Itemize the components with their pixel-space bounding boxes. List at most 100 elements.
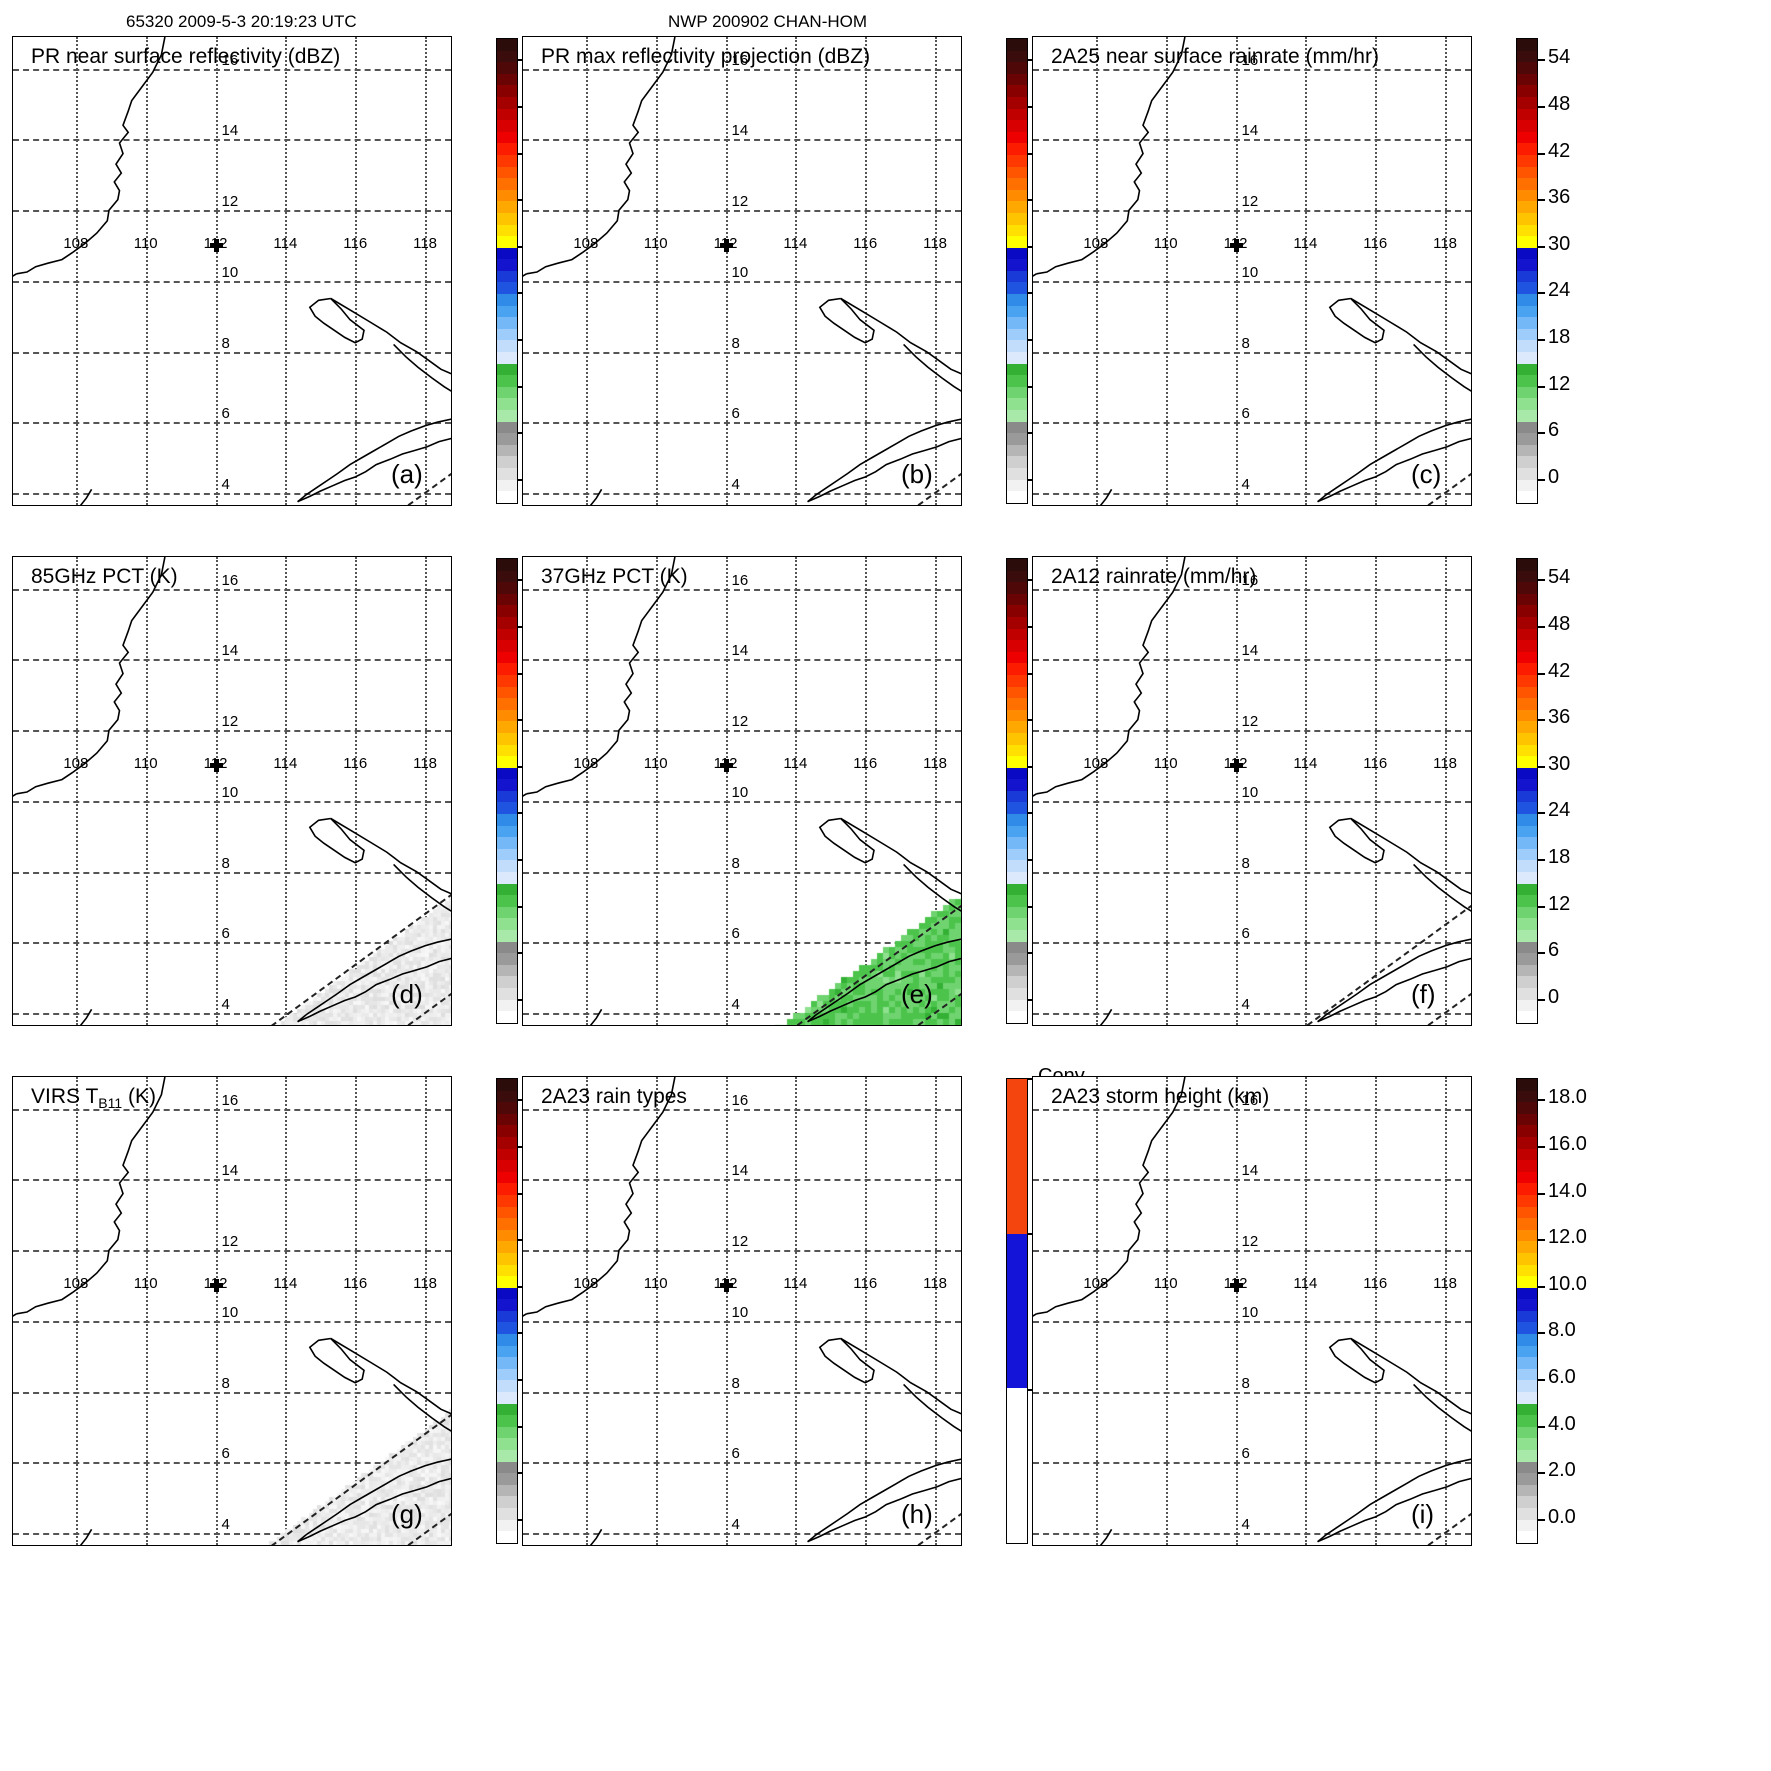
colorbar-segment [1517,39,1537,51]
storm-center-marker [1229,1279,1243,1293]
panel-label-b: (b) [901,459,933,489]
map-area-b[interactable]: 108 110 112 114 116 118 16 14 12 10 8 6 4 PR max refl… [522,36,962,506]
colorbar-segment [1517,456,1537,468]
colorbar-segment [497,1264,517,1277]
colorbar-segment [1007,491,1027,503]
colorbar-segment [1007,895,1027,907]
colorbar-segment [1517,166,1537,179]
colorbar-tick-mark [1028,59,1035,62]
lon-tick-label: 116 [343,235,368,253]
colorbar-segment [1517,1357,1537,1369]
colorbar-segment [1517,410,1537,422]
panel-g: 108 110 112 114 116 118 16 14 12 10 8 6 4 VIRS TB11 (… [12,1076,572,1546]
lat-tick-label: 16 [221,571,239,589]
colorbar-segment [1517,143,1537,155]
colorbar-segment [1007,444,1027,457]
colorbar-tick-mark [1538,1472,1545,1475]
colorbar-a[interactable] [496,38,518,504]
map-area-g[interactable]: 108 110 112 114 116 118 16 14 12 10 8 6 4 VIRS TB11 (… [12,1076,452,1546]
panel-title-subscript: B11 [98,1095,123,1112]
lon-tick-label: 118 [923,235,948,253]
colorbar-segment [1517,444,1537,457]
colorbar-segment [1007,593,1027,606]
colorbar-segment [1517,825,1537,838]
colorbar-h[interactable] [1006,1078,1028,1544]
colorbar-c[interactable] [1516,38,1538,504]
map-area-e[interactable]: 108 110 112 114 116 118 16 14 12 10 8 6 4 37GHz PCT (… [522,556,962,1026]
colorbar-segment [1517,802,1537,815]
colorbar-segment [1007,964,1027,977]
colorbar-segment [1517,779,1537,791]
colorbar-segment [1007,456,1027,468]
lat-tick-label: 12 [731,713,749,731]
colorbar-f[interactable] [1516,558,1538,1024]
lon-tick-label: 114 [273,235,298,253]
colorbar-segment [497,1011,517,1023]
colorbar-segment [497,1310,517,1323]
colorbar-tick-mark [518,579,525,582]
colorbar-segment [497,651,517,664]
colorbar-segment [497,189,517,202]
lon-tick-label: 108 [573,755,599,773]
colorbar-segment [1517,1206,1537,1219]
map-area-c[interactable]: 108 110 112 114 116 118 16 14 12 10 8 6 4 2A25 near s… [1032,36,1472,506]
colorbar-segment [1007,236,1027,248]
colorbar-segment [1517,1287,1537,1300]
colorbar-segment [1517,953,1537,965]
colorbar-segment [1007,999,1027,1012]
colorbar-segment [1517,895,1537,907]
map-area-d[interactable]: 108 110 112 114 116 118 16 14 12 10 8 6 4 85GHz PCT (… [12,556,452,1026]
colorbar-tick-mark [518,1239,525,1242]
colorbar-segment [497,1206,517,1219]
map-area-i[interactable]: 108 110 112 114 116 118 16 14 12 10 8 6 4 2A23 storm … [1032,1076,1472,1546]
colorbar-segment [1007,976,1027,988]
colorbar-i[interactable] [1516,1078,1538,1544]
colorbar-segment [497,1403,517,1416]
lat-tick-label: 4 [221,475,230,493]
colorbar-tick-mark [1538,905,1545,908]
panel-label-g: (g) [391,1499,423,1529]
lon-tick-label: 116 [853,755,878,773]
colorbar-tick-label: 36 [1548,706,1571,729]
colorbar-segment [497,212,517,225]
colorbar-segment [1007,570,1027,583]
colorbar-segment [1517,930,1537,942]
lon-tick-label: 108 [1083,755,1109,773]
lon-tick-label: 110 [133,235,158,253]
colorbar-segment [1517,108,1537,121]
lat-tick-label: 6 [731,1445,740,1463]
colorbar-tick-mark [1028,432,1035,435]
colorbar-segment [1517,860,1537,873]
colorbar-segment [1517,605,1537,617]
lon-tick-label: 112 [713,1275,738,1293]
colorbar-segment [1517,50,1537,63]
lat-tick-label: 16 [731,571,749,589]
lat-tick-label: 6 [1241,405,1250,423]
colorbar-segment [1007,467,1027,480]
colorbar-segment [1517,1148,1537,1161]
map-area-h[interactable]: 108 110 112 114 116 118 16 14 12 10 8 6 4 2A23 rain t… [522,1076,962,1546]
colorbar-segment [497,39,517,51]
colorbar-b[interactable] [1006,38,1028,504]
map-area-f[interactable]: 108 110 112 114 116 118 16 14 12 10 8 6 4 2A12 rainra… [1032,556,1472,1026]
colorbar-segment [1517,1125,1537,1137]
colorbar-tick-mark [1538,1239,1545,1242]
lon-tick-label: 110 [133,755,158,773]
colorbar-tick-mark [1538,338,1545,341]
colorbar-segment [1007,930,1027,942]
colorbar-segment [1517,328,1537,341]
colorbar-segment [1517,628,1537,641]
colorbar-g[interactable] [496,1078,518,1544]
colorbar-segment [1007,744,1027,757]
colorbar-segment [1517,1264,1537,1277]
panel-title-f: 2A12 rainrate (mm/hr) [1051,565,1257,588]
map-area-a[interactable]: 108 110 112 114 116 118 16 14 12 10 8 6 4 PR near sur… [12,36,452,506]
colorbar-tick-mark [1538,579,1545,582]
colorbar-tick-mark [1538,199,1545,202]
colorbar-tick-mark [1028,719,1035,722]
colorbar-d[interactable] [496,558,518,1024]
colorbar-segment [1517,1334,1537,1346]
colorbar-e[interactable] [1006,558,1028,1024]
colorbar-segment [497,62,517,74]
